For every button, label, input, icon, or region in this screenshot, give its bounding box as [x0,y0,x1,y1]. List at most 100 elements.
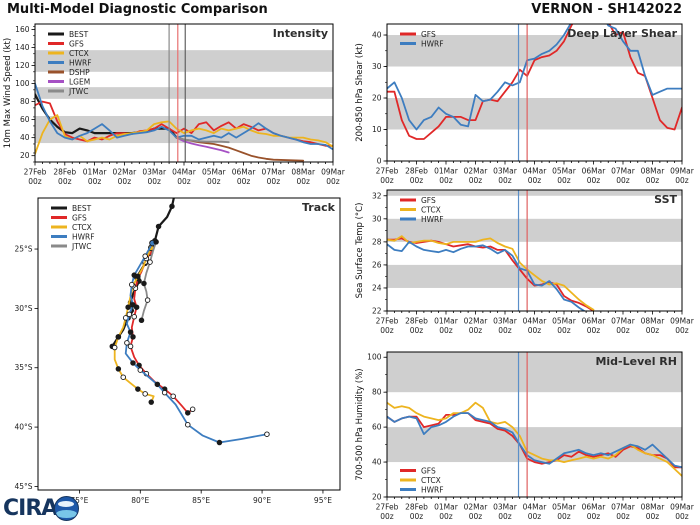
legend-label: CTCX [69,49,89,58]
x-tick-date: 02Mar [464,167,489,176]
x-tick-hour: 00z [675,176,689,185]
x-tick-date: 01Mar [434,167,459,176]
shear-series-hwrf [387,24,682,131]
legend-item-gfs: GFS [400,466,436,475]
x-tick-date: 04Mar [523,503,548,512]
track-marker [111,344,118,351]
legend-label: GFS [421,30,436,39]
x-tick-hour: 00z [88,177,102,186]
y-tick-label: 140 [15,43,30,52]
x-tick-date: 04Mar [523,167,548,176]
y-tick-label: 26 [372,260,382,269]
y-tick-label: 20 [372,493,382,502]
x-tick-hour: 00z [646,326,660,335]
track-panel-title: Track [302,201,336,214]
y-tick-label: 100 [15,79,30,88]
x-tick-date: 28Feb [405,317,428,326]
track-marker [137,367,144,373]
x-tick-hour: 00z [616,176,630,185]
legend-item-jtwc: JTWC [48,87,88,96]
legend-label: CTCX [421,476,441,485]
lon-tick-label: 75°E [70,496,88,505]
legend-item-hwrf: HWRF [400,215,444,224]
legend-item-ctcx: CTCX [48,49,89,58]
track-marker [126,311,133,318]
track-marker [130,302,136,308]
legend-label: HWRF [421,215,444,224]
lon-tick-label: 90°E [253,496,271,505]
sst-series-hwrf [387,240,586,311]
legend-label: GFS [421,196,436,205]
x-tick-hour: 00z [439,176,453,185]
track-marker [185,421,191,428]
lat-tick-label: 30°S [14,304,32,313]
track-marker [216,439,223,446]
x-tick-hour: 00z [498,176,512,185]
lon-tick-label: 80°E [131,496,149,505]
x-tick-hour: 00z [469,176,483,185]
storm-title: VERNON - SH142022 [531,2,682,17]
panel-sst: 27Feb00z28Feb00z01Mar00z02Mar00z03Mar00z… [355,189,695,335]
x-tick-hour: 00z [646,512,660,521]
intensity-y-axis-label: 10m Max Wind Speed (kt) [3,38,13,148]
x-tick-hour: 00z [528,176,542,185]
x-tick-hour: 00z [380,512,394,521]
x-tick-date: 07Mar [611,167,636,176]
track-marker [125,304,131,310]
x-tick-hour: 00z [587,326,601,335]
track-marker [130,360,136,366]
x-tick-hour: 00z [498,326,512,335]
x-tick-hour: 00z [528,512,542,521]
y-tick-label: 100 [367,353,382,362]
panel-shear: 27Feb00z28Feb00z01Mar00z02Mar00z03Mar00z… [355,23,695,185]
y-tick-label: 40 [20,133,30,142]
lat-tick-label: 40°S [14,423,32,432]
x-tick-date: 07Mar [611,317,636,326]
intensity-category-band [35,87,333,99]
y-tick-label: 80 [20,97,30,106]
cira-logo-text: CIRA [3,495,58,521]
panel-rh: 27Feb00z28Feb00z01Mar00z02Mar00z03Mar00z… [355,351,695,521]
sst-y-axis-label: Sea Surface Temp (°C) [355,203,365,299]
legend-item-gfs: GFS [400,196,436,205]
track-marker [189,406,196,413]
rh-series-hwrf [387,412,682,469]
x-tick-date: 04Mar [523,317,548,326]
legend-label: CTCX [421,205,441,214]
sst-category-band [387,190,682,196]
x-tick-date: 02Mar [464,317,489,326]
x-tick-hour: 00z [616,326,630,335]
track-marker [131,313,137,320]
x-tick-hour: 00z [410,326,424,335]
track-marker [127,343,134,350]
y-tick-label: 32 [372,191,382,200]
x-tick-date: 07Mar [262,168,287,177]
y-tick-label: 60 [372,423,382,432]
x-tick-hour: 00z [675,512,689,521]
x-tick-hour: 00z [439,512,453,521]
x-tick-date: 08Mar [641,503,666,512]
x-tick-date: 01Mar [434,503,459,512]
track-marker [161,389,168,396]
legend-label: JTWC [68,87,88,96]
legend-label: HWRF [421,39,444,48]
rh-category-band [387,427,682,463]
x-tick-hour: 00z [207,177,221,186]
y-tick-label: 0 [377,157,382,166]
legend-label: BEST [72,204,92,213]
sst-category-band [387,218,682,242]
x-tick-date: 02Mar [464,503,489,512]
intensity-series-hwrf [35,82,333,151]
x-tick-date: 03Mar [493,317,518,326]
track-marker [155,223,162,230]
x-tick-date: 05Mar [552,317,577,326]
lon-tick-label: 95°E [314,496,332,505]
x-tick-date: 03Mar [142,168,167,177]
x-tick-date: 06Mar [582,317,607,326]
x-tick-date: 05Mar [552,503,577,512]
legend-item-ctcx: CTCX [400,476,441,485]
y-tick-label: 28 [372,237,382,246]
track-marker [120,374,126,380]
legend-label: HWRF [69,58,92,67]
